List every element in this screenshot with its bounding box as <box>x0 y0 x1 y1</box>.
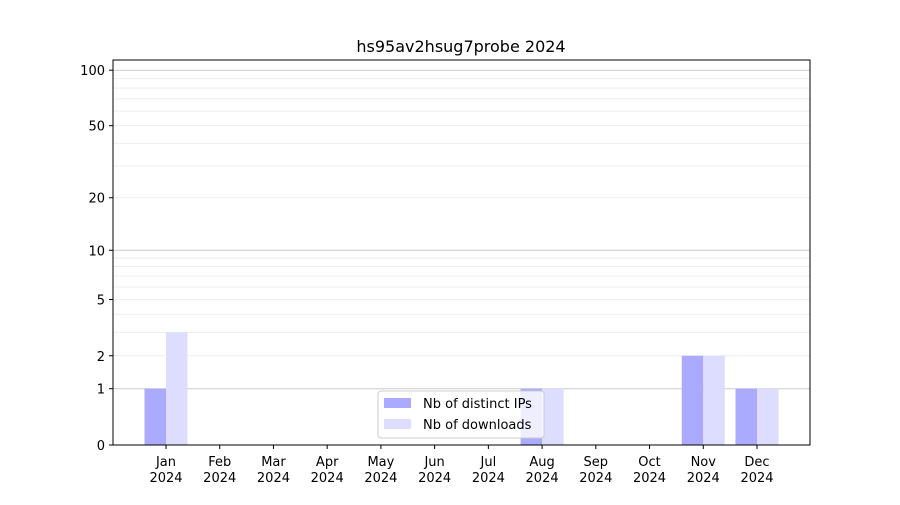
legend-label: Nb of downloads <box>423 418 532 433</box>
y-tick-label: 2 <box>97 350 105 365</box>
bar-downloads <box>166 332 188 445</box>
x-tick-label: Apr <box>316 455 339 470</box>
x-tick-label: 2024 <box>257 471 290 486</box>
y-tick-label: 20 <box>88 192 105 207</box>
legend-swatch <box>384 398 411 408</box>
bar-downloads <box>757 388 779 445</box>
x-tick-label: 2024 <box>472 471 505 486</box>
x-tick-label: Jun <box>423 455 444 470</box>
bar-downloads <box>703 355 725 445</box>
x-tick-label: Feb <box>208 455 231 470</box>
bar-distinct-ips <box>681 355 704 445</box>
x-tick-label: Oct <box>638 455 660 470</box>
x-tick-label: Sep <box>584 455 609 470</box>
y-tick-label: 1 <box>97 383 105 398</box>
x-tick-label: Aug <box>529 455 554 470</box>
x-tick-label: Mar <box>261 455 286 470</box>
x-tick-label: 2024 <box>687 471 720 486</box>
x-tick-label: 2024 <box>311 471 344 486</box>
bar-distinct-ips <box>144 388 166 445</box>
y-tick-label: 10 <box>88 244 105 259</box>
bar-downloads <box>542 388 564 445</box>
y-tick-label: 100 <box>80 64 105 79</box>
y-tick-label: 0 <box>97 439 105 454</box>
x-tick-label: Nov <box>691 455 717 470</box>
x-tick-label: 2024 <box>149 471 182 486</box>
x-tick-label: Jan <box>155 455 176 470</box>
plot-frame <box>112 59 811 446</box>
bar-distinct-ips <box>735 388 757 445</box>
x-tick-label: 2024 <box>579 471 612 486</box>
legend-swatch <box>384 419 411 429</box>
y-tick-label: 50 <box>88 120 105 135</box>
x-tick-label: Jul <box>480 455 497 470</box>
x-tick-label: 2024 <box>526 471 559 486</box>
legend-box <box>377 390 545 439</box>
x-tick-label: 2024 <box>364 471 397 486</box>
y-tick-label: 5 <box>97 293 105 308</box>
legend-label: Nb of distinct IPs <box>423 397 532 412</box>
chart-title: hs95av2hsug7probe 2024 <box>356 37 565 56</box>
x-tick-label: 2024 <box>633 471 666 486</box>
x-tick-label: 2024 <box>740 471 773 486</box>
x-tick-label: 2024 <box>203 471 236 486</box>
x-tick-label: May <box>367 455 394 470</box>
x-tick-label: 2024 <box>418 471 451 486</box>
x-tick-label: Dec <box>744 455 769 470</box>
